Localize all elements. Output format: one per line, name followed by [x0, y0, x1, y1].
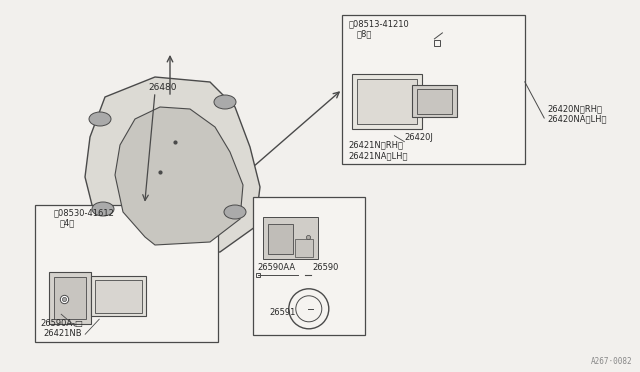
Text: 26590A-□: 26590A-□	[40, 319, 83, 328]
Bar	[263, 217, 318, 259]
Bar	[295, 239, 313, 257]
Ellipse shape	[89, 112, 111, 126]
Text: 26420J: 26420J	[404, 133, 433, 142]
Bar	[49, 272, 92, 324]
Text: Ⓝ08513-41210: Ⓝ08513-41210	[348, 19, 409, 28]
Text: 26421NA（LH）: 26421NA（LH）	[348, 152, 408, 161]
Ellipse shape	[92, 202, 114, 216]
Polygon shape	[115, 107, 243, 245]
Text: Ⓝ08530-41612: Ⓝ08530-41612	[53, 209, 114, 218]
Bar	[353, 74, 422, 129]
Polygon shape	[85, 77, 260, 252]
Ellipse shape	[224, 205, 246, 219]
Bar	[35, 205, 218, 342]
Bar	[92, 276, 146, 316]
Bar	[268, 224, 293, 254]
Bar	[95, 280, 142, 313]
Text: 26421N（RH）: 26421N（RH）	[348, 141, 403, 150]
Bar	[417, 89, 452, 114]
Bar	[54, 277, 86, 319]
Text: 26421NB: 26421NB	[44, 329, 82, 338]
Bar	[357, 79, 417, 124]
Text: 26590AA: 26590AA	[258, 263, 296, 272]
Text: （8）: （8）	[356, 29, 372, 38]
Text: 26591: 26591	[269, 308, 296, 317]
Text: 26590: 26590	[313, 263, 339, 272]
Text: （4）: （4）	[60, 219, 74, 228]
Ellipse shape	[214, 95, 236, 109]
Text: 26480: 26480	[148, 83, 177, 92]
Bar	[342, 15, 525, 164]
Bar	[412, 85, 458, 117]
Text: 26420NA（LH）: 26420NA（LH）	[547, 114, 607, 123]
Text: A267·0082: A267·0082	[590, 357, 632, 366]
Text: 26420N（RH）: 26420N（RH）	[547, 104, 602, 113]
Bar	[253, 197, 365, 335]
